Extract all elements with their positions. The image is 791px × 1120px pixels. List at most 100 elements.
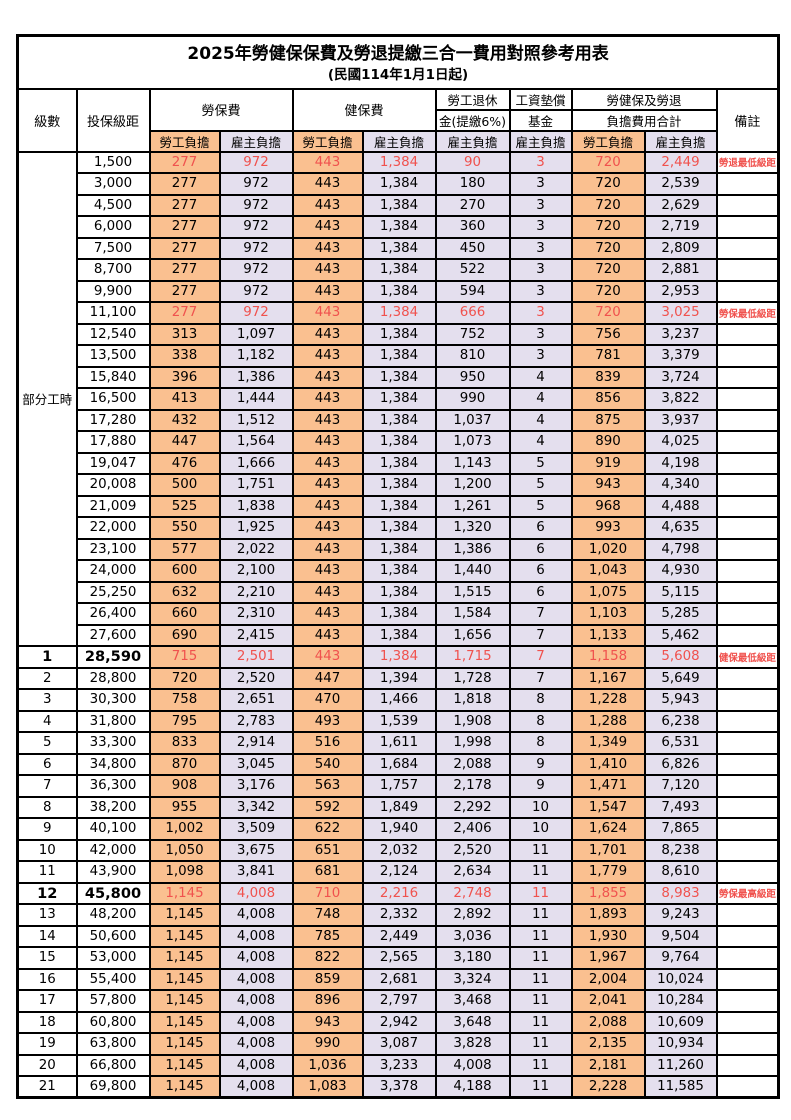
cell-bracket: 28,590 bbox=[75, 645, 151, 669]
header-pension-employer: 雇主負擔 bbox=[434, 129, 511, 153]
cell-health-employee: 822 bbox=[291, 946, 364, 970]
cell-remark: 健保最低級距 bbox=[715, 645, 780, 669]
cell-remark bbox=[715, 731, 780, 755]
cell-labor-employer: 4,008 bbox=[218, 1032, 294, 1056]
cell-total-employer: 4,798 bbox=[643, 537, 718, 561]
cell-health-employee: 563 bbox=[291, 774, 364, 798]
cell-labor-employer: 3,675 bbox=[218, 838, 294, 862]
cell-bracket: 3,000 bbox=[75, 172, 151, 196]
cell-labor-employee: 550 bbox=[148, 516, 221, 540]
cell-health-employee: 443 bbox=[291, 645, 364, 669]
cell-health-employee: 443 bbox=[291, 451, 364, 475]
cell-total-employer: 10,609 bbox=[643, 1010, 718, 1034]
cell-total-employee: 919 bbox=[570, 451, 646, 475]
cell-health-employer: 1,384 bbox=[361, 387, 437, 411]
header-health-fee: 健保費 bbox=[291, 87, 437, 132]
cell-bracket: 66,800 bbox=[75, 1053, 151, 1077]
cell-total-employee: 839 bbox=[570, 365, 646, 389]
cell-health-employer: 1,384 bbox=[361, 258, 437, 282]
cell-pension-employer: 990 bbox=[434, 387, 511, 411]
cell-labor-employer: 2,783 bbox=[218, 709, 294, 733]
cell-labor-employee: 277 bbox=[148, 193, 221, 217]
cell-wage-fund-employer: 11 bbox=[508, 989, 573, 1013]
cell-total-employer: 2,809 bbox=[643, 236, 718, 260]
cell-wage-fund-employer: 11 bbox=[508, 1010, 573, 1034]
cell-health-employee: 443 bbox=[291, 322, 364, 346]
cell-bracket: 55,400 bbox=[75, 967, 151, 991]
cell-bracket: 12,540 bbox=[75, 322, 151, 346]
cell-pension-employer: 4,188 bbox=[434, 1075, 511, 1099]
cell-bracket: 57,800 bbox=[75, 989, 151, 1013]
cell-health-employer: 2,942 bbox=[361, 1010, 437, 1034]
cell-total-employee: 1,288 bbox=[570, 709, 646, 733]
cell-total-employee: 943 bbox=[570, 473, 646, 497]
cell-labor-employee: 1,145 bbox=[148, 924, 221, 948]
cell-level: 1 bbox=[16, 645, 78, 669]
cell-labor-employer: 4,008 bbox=[218, 946, 294, 970]
cell-health-employee: 470 bbox=[291, 688, 364, 712]
cell-remark bbox=[715, 774, 780, 798]
table-row: 7 36,300 908 3,176 563 1,757 2,178 9 1,471 7,120 bbox=[16, 774, 780, 798]
cell-bracket: 45,800 bbox=[75, 881, 151, 905]
cell-labor-employer: 1,444 bbox=[218, 387, 294, 411]
cell-total-employer: 6,531 bbox=[643, 731, 718, 755]
cell-total-employer: 4,340 bbox=[643, 473, 718, 497]
cell-wage-fund-employer: 6 bbox=[508, 580, 573, 604]
cell-health-employee: 443 bbox=[291, 172, 364, 196]
cell-remark bbox=[715, 1032, 780, 1056]
cell-wage-fund-employer: 11 bbox=[508, 903, 573, 927]
header-wage-fund-employer: 雇主負擔 bbox=[508, 129, 573, 153]
title-cell: 2025年勞健保保費及勞退提繳三合一費用對照參考用表 (民國114年1月1日起) bbox=[16, 34, 780, 90]
cell-labor-employer: 2,310 bbox=[218, 602, 294, 626]
cell-health-employee: 710 bbox=[291, 881, 364, 905]
header-labor-fee: 勞保費 bbox=[148, 87, 294, 132]
cell-remark bbox=[715, 559, 780, 583]
cell-wage-fund-employer: 3 bbox=[508, 193, 573, 217]
cell-labor-employee: 795 bbox=[148, 709, 221, 733]
cell-labor-employer: 4,008 bbox=[218, 881, 294, 905]
cell-labor-employer: 1,925 bbox=[218, 516, 294, 540]
cell-health-employer: 1,940 bbox=[361, 817, 437, 841]
table-row: 12,540 313 1,097 443 1,384 752 3 756 3,237 bbox=[18, 322, 780, 346]
cell-pension-employer: 594 bbox=[434, 279, 511, 303]
cell-wage-fund-employer: 4 bbox=[508, 387, 573, 411]
cell-health-employer: 1,384 bbox=[361, 559, 437, 583]
cell-pension-employer: 2,748 bbox=[434, 881, 511, 905]
cell-remark bbox=[715, 322, 780, 346]
cell-total-employee: 720 bbox=[570, 193, 646, 217]
table-row: 3 30,300 758 2,651 470 1,466 1,818 8 1,228 5,943 bbox=[16, 688, 780, 712]
cell-labor-employee: 715 bbox=[148, 645, 221, 669]
cell-remark bbox=[715, 494, 780, 518]
cell-labor-employee: 277 bbox=[148, 172, 221, 196]
cell-wage-fund-employer: 7 bbox=[508, 645, 573, 669]
cell-health-employer: 1,384 bbox=[361, 580, 437, 604]
cell-wage-fund-employer: 4 bbox=[508, 430, 573, 454]
cell-level: 13 bbox=[16, 903, 78, 927]
cell-total-employee: 875 bbox=[570, 408, 646, 432]
cell-health-employer: 1,539 bbox=[361, 709, 437, 733]
cell-health-employer: 2,565 bbox=[361, 946, 437, 970]
cell-pension-employer: 2,292 bbox=[434, 795, 511, 819]
cell-wage-fund-employer: 11 bbox=[508, 1075, 573, 1099]
header-bracket: 投保級距 bbox=[75, 87, 151, 153]
cell-total-employer: 2,539 bbox=[643, 172, 718, 196]
header-row-1: 級數 投保級距 勞保費 健保費 勞工退休 工資墊償 勞健保及勞退 備註 bbox=[16, 87, 780, 153]
table-row: 15 53,000 1,145 4,008 822 2,565 3,180 11 1,967 9,… bbox=[16, 946, 780, 970]
cell-labor-employer: 2,501 bbox=[218, 645, 294, 669]
cell-labor-employer: 2,651 bbox=[218, 688, 294, 712]
cell-pension-employer: 2,634 bbox=[434, 860, 511, 884]
cell-remark bbox=[715, 537, 780, 561]
cell-pension-employer: 4,008 bbox=[434, 1053, 511, 1077]
cell-remark bbox=[715, 258, 780, 282]
cell-labor-employee: 432 bbox=[148, 408, 221, 432]
cell-level: 20 bbox=[16, 1053, 78, 1077]
cell-bracket: 24,000 bbox=[75, 559, 151, 583]
cell-total-employee: 720 bbox=[570, 150, 646, 174]
cell-health-employee: 443 bbox=[291, 365, 364, 389]
cell-total-employer: 4,025 bbox=[643, 430, 718, 454]
cell-remark bbox=[715, 365, 780, 389]
header-total-employer: 雇主負擔 bbox=[643, 129, 718, 153]
cell-remark bbox=[715, 903, 780, 927]
cell-total-employee: 1,471 bbox=[570, 774, 646, 798]
cell-level: 16 bbox=[16, 967, 78, 991]
